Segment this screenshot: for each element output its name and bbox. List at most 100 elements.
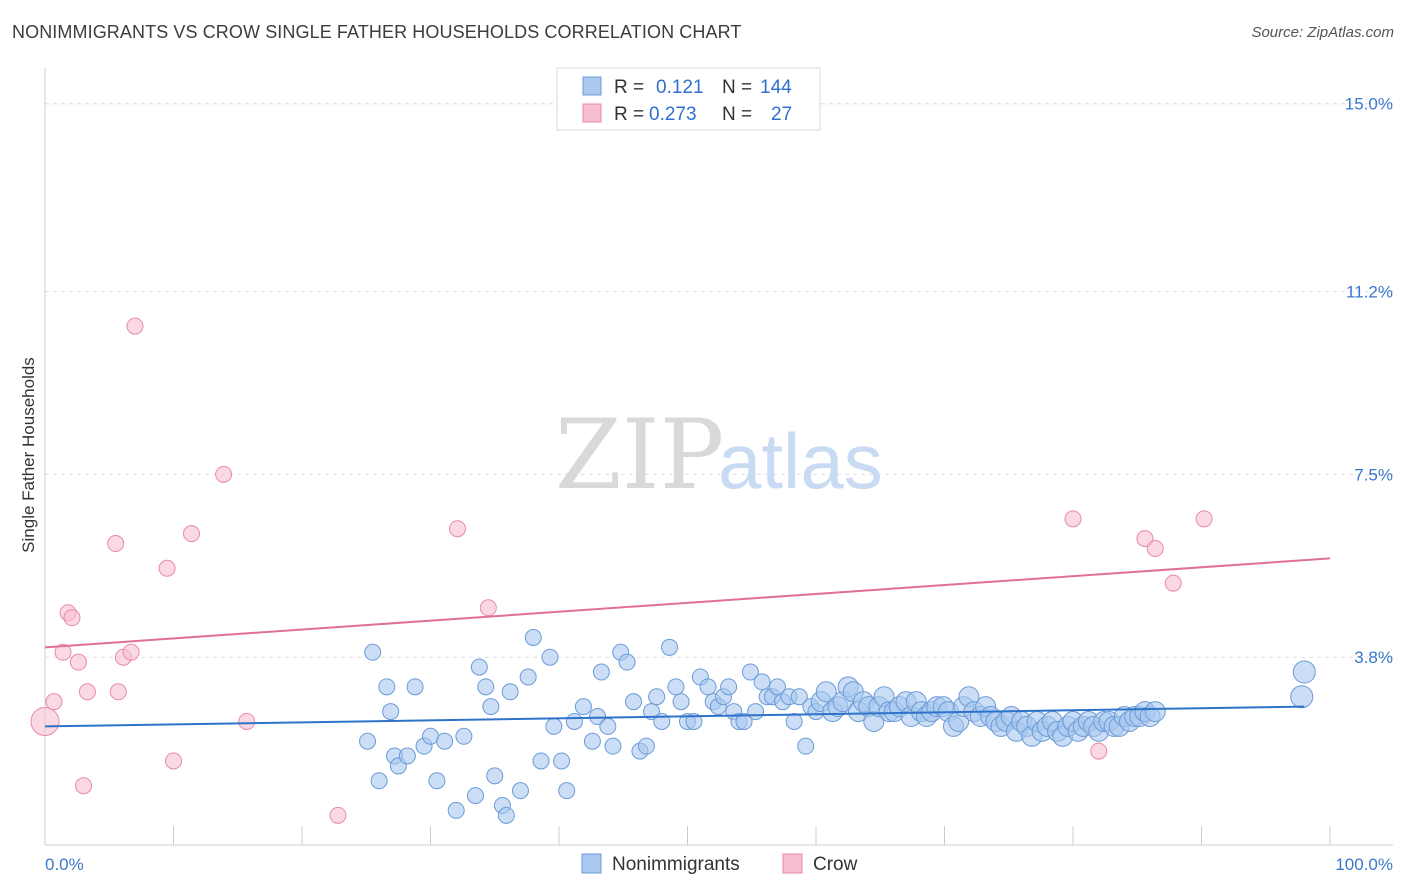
- bottom-legend-label-crow: Crow: [813, 854, 858, 875]
- crow-point: [1195, 510, 1213, 528]
- nonimmigrants-point: [436, 732, 454, 750]
- nonimmigrants-point: [672, 693, 690, 711]
- nonimmigrants-point: [815, 681, 837, 703]
- nonimmigrants-point: [1144, 701, 1166, 723]
- nonimmigrants-point: [797, 737, 815, 755]
- nonimmigrants-point: [477, 678, 495, 696]
- nonimmigrants-point: [565, 712, 583, 730]
- legend-n-label-1: N =: [722, 77, 752, 98]
- nonimmigrants-point: [482, 698, 500, 716]
- crow-point: [1090, 742, 1108, 760]
- nonimmigrants-point: [753, 673, 771, 691]
- nonimmigrants-point: [532, 752, 550, 770]
- legend-swatch-blue: [582, 76, 602, 96]
- nonimmigrants-point: [455, 727, 473, 745]
- nonimmigrants-point: [735, 712, 753, 730]
- crow-point: [75, 777, 93, 795]
- y-axis-label: Single Father Households: [19, 357, 38, 553]
- nonimmigrants-point: [486, 767, 504, 785]
- legend-n-value-2: 27: [771, 104, 792, 125]
- nonimmigrants-point: [618, 653, 636, 671]
- nonimmigrants-point: [406, 678, 424, 696]
- nonimmigrants-point: [685, 712, 703, 730]
- chart-title: NONIMMIGRANTS VS CROW SINGLE FATHER HOUS…: [12, 22, 742, 42]
- crow-point: [1064, 510, 1082, 528]
- nonimmigrants-point: [378, 678, 396, 696]
- crow-point: [45, 693, 63, 711]
- crow-point: [69, 653, 87, 671]
- crow-point: [215, 465, 233, 483]
- y-tick-label-2: 11.2%: [1346, 283, 1393, 302]
- nonimmigrants-point: [637, 737, 655, 755]
- nonimmigrants-point: [519, 668, 537, 686]
- nonimmigrants-point: [661, 638, 679, 656]
- crow-point: [63, 609, 81, 627]
- nonimmigrants-point: [592, 663, 610, 681]
- crow-point: [109, 683, 127, 701]
- grid: [45, 103, 1393, 658]
- bottom-legend: Nonimmigrants Crow: [581, 853, 858, 875]
- crow-point: [165, 752, 182, 770]
- legend-swatch-pink: [582, 103, 602, 123]
- nonimmigrants-point: [422, 727, 439, 745]
- legend-r-label-2: R =: [614, 104, 644, 125]
- nonimmigrants-point: [553, 752, 571, 770]
- nonimmigrants-point: [501, 683, 519, 701]
- nonimmigrants-point: [470, 658, 488, 676]
- y-tick-label-0: 3.8%: [1354, 648, 1393, 667]
- crow-point: [54, 643, 72, 661]
- nonimmigrants-point: [447, 801, 465, 819]
- y-tick-label-1: 7.5%: [1354, 465, 1393, 484]
- nonimmigrants-point: [497, 806, 515, 824]
- nonimmigrants-point: [524, 628, 542, 646]
- crow-point: [158, 559, 176, 577]
- nonimmigrants-point: [741, 663, 759, 681]
- crow-point: [122, 643, 140, 661]
- nonimmigrants-point: [589, 708, 607, 726]
- nonimmigrants-point: [604, 737, 622, 755]
- watermark: ZIP atlas: [555, 399, 883, 511]
- nonimmigrants-point: [370, 772, 388, 790]
- series-crow: [30, 317, 1213, 824]
- nonimmigrants-point: [545, 717, 563, 735]
- nonimmigrants-point: [790, 688, 808, 706]
- crow-point: [182, 525, 200, 543]
- nonimmigrants-point: [599, 717, 617, 735]
- nonimmigrants-point: [359, 732, 377, 750]
- nonimmigrants-point: [466, 787, 484, 805]
- nonimmigrants-point: [511, 782, 529, 800]
- nonimmigrants-point: [428, 772, 446, 790]
- watermark-atlas: atlas: [718, 417, 883, 505]
- nonimmigrants-point: [382, 703, 400, 721]
- trend-lines: [44, 557, 1331, 728]
- watermark-zip: ZIP: [555, 399, 724, 511]
- source-credit: Source: ZipAtlas.com: [1251, 24, 1394, 41]
- crow-point: [448, 520, 466, 538]
- nonimmigrants-point: [720, 678, 738, 696]
- legend-r-label-1: R =: [614, 77, 644, 98]
- crow-point: [126, 317, 144, 335]
- nonimmigrants-point: [667, 678, 685, 696]
- nonimmigrants-point: [541, 648, 559, 666]
- x-tick-label-0: 0.0%: [45, 855, 84, 874]
- nonimmigrants-point: [699, 678, 717, 696]
- y-tick-label-3: 15.0%: [1345, 95, 1393, 114]
- nonimmigrants-trend-line: [44, 705, 1305, 728]
- nonimmigrants-point: [768, 678, 786, 696]
- nonimmigrants-point: [785, 712, 803, 730]
- legend-r-value-1: 0.121: [656, 77, 704, 98]
- crow-point: [329, 806, 347, 824]
- nonimmigrants-point: [1290, 685, 1314, 709]
- nonimmigrants-point: [558, 782, 576, 800]
- bottom-legend-label-nonimmigrants: Nonimmigrants: [612, 854, 740, 875]
- crow-point: [1136, 530, 1154, 548]
- legend-n-value-1: 144: [760, 77, 792, 98]
- nonimmigrants-point: [583, 732, 601, 750]
- crow-point: [30, 706, 60, 736]
- nonimmigrants-point: [648, 688, 666, 706]
- series-nonimmigrants: [359, 628, 1316, 824]
- nonimmigrants-point: [625, 693, 643, 711]
- crow-point: [107, 535, 125, 553]
- nonimmigrants-point: [364, 643, 382, 661]
